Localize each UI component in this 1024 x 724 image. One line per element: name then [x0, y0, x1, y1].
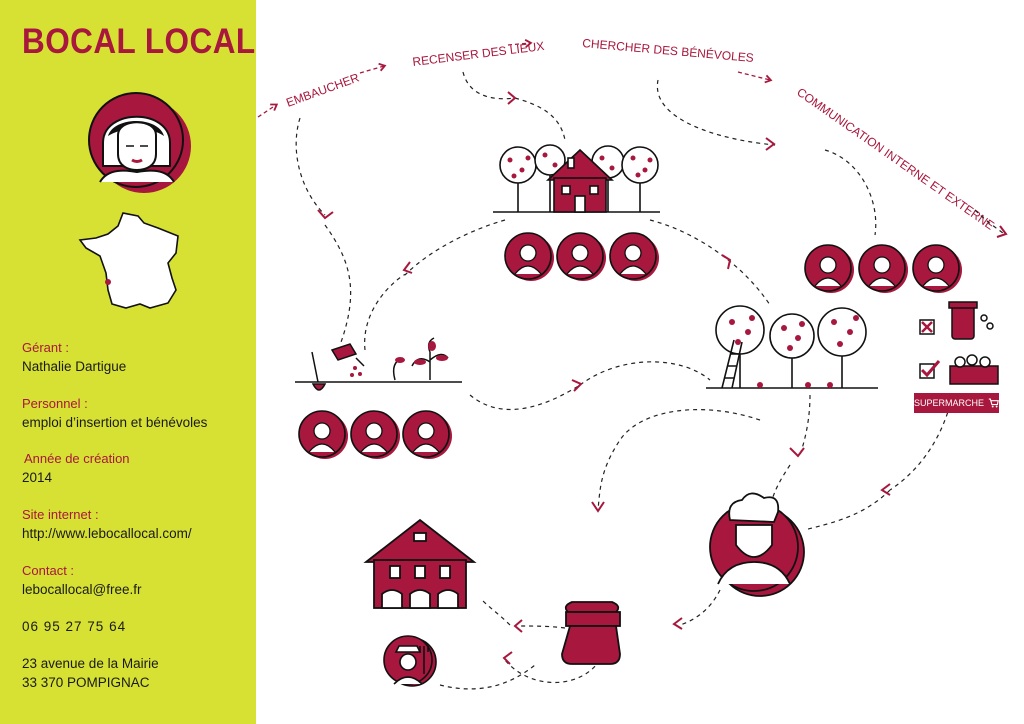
flow-chevron [504, 652, 512, 664]
flow-line [463, 72, 515, 99]
volunteer-group-icon [805, 245, 854, 293]
flow-chevron [572, 380, 581, 391]
crate-icon [920, 355, 998, 384]
flow-line [470, 385, 580, 409]
trash-bin-icon [920, 302, 993, 339]
flow-arrow [738, 72, 770, 80]
supermarket-badge: SUPERMARCHE [914, 393, 999, 413]
flow-line [325, 225, 351, 345]
flow-line [890, 405, 950, 490]
cart-icon [988, 397, 999, 409]
flow-line [650, 220, 770, 305]
flow-chevron [318, 210, 333, 218]
flow-line [680, 590, 720, 625]
gardener-icon [610, 233, 659, 281]
orchard-house-icon [493, 145, 660, 212]
flow-line [598, 410, 760, 510]
gardener-group-icon [403, 411, 452, 459]
flow-line [296, 118, 325, 215]
step-communication: COMMUNICATION INTERNE ET EXTERNE [794, 85, 997, 233]
flow-chevron [592, 502, 604, 511]
supermarket-label: SUPERMARCHE [914, 398, 984, 408]
flow-chevron [674, 618, 682, 629]
gardening-icon [295, 338, 462, 390]
apple-tree-harvest-icon [706, 306, 878, 388]
flow-line [772, 465, 790, 500]
step-hire: EMBAUCHER [284, 70, 361, 109]
flow-line [405, 220, 505, 275]
flow-arrow [360, 66, 384, 73]
flow-arrow [258, 105, 276, 117]
flow-chevron [404, 262, 412, 273]
workshop-house-icon [366, 520, 474, 608]
chef-icon [710, 493, 804, 596]
flow-line [825, 150, 876, 235]
step-inventory: RECENSER DES LIEUX [412, 39, 545, 69]
volunteer-group-icon [913, 245, 962, 293]
flow-chevron [722, 255, 730, 269]
flow-line [800, 395, 810, 455]
flow-chevron [882, 484, 890, 495]
elderly-couple-icon [505, 233, 554, 281]
flow-line [805, 490, 890, 530]
jam-jar-icon [562, 602, 620, 664]
flow-line [365, 274, 406, 350]
gardener-icon [557, 233, 606, 281]
flow-line [580, 362, 710, 385]
flow-line [657, 80, 775, 145]
flow-line [440, 665, 535, 689]
farmer-icon [384, 636, 436, 686]
gardener-group-icon [351, 411, 400, 459]
flow-line [518, 626, 565, 628]
flow-line [515, 98, 565, 140]
flow-chevron [790, 448, 804, 456]
flow-line [482, 600, 510, 625]
flow-chevron [515, 620, 522, 632]
gardener-group-icon [299, 411, 348, 459]
step-volunteers: CHERCHER DES BÉNÉVOLES [582, 35, 755, 65]
volunteer-group-icon [859, 245, 908, 293]
